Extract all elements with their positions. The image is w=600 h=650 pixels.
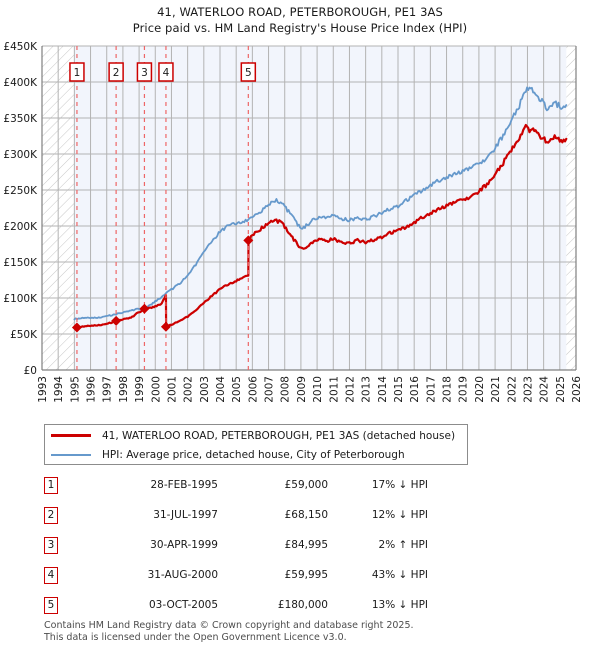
transaction-hpi-delta: 12% ↓ HPI: [371, 509, 428, 521]
svg-text:1996: 1996: [86, 376, 98, 403]
svg-text:2016: 2016: [409, 376, 421, 403]
svg-text:2025: 2025: [555, 376, 567, 403]
table-row: 2 31-JUL-1997 £68,150 12% ↓ HPI: [44, 500, 464, 530]
page-title: 41, WATERLOO ROAD, PETERBOROUGH, PE1 3AS…: [0, 4, 600, 36]
legend-label-hpi: HPI: Average price, detached house, City…: [102, 448, 405, 461]
transaction-price: £84,995: [284, 539, 328, 551]
svg-text:2002: 2002: [183, 376, 195, 403]
transaction-badge: 2: [44, 506, 58, 524]
transaction-badge: 5: [44, 596, 58, 614]
svg-text:2021: 2021: [490, 376, 502, 403]
transaction-price: £59,000: [284, 479, 328, 491]
svg-text:2009: 2009: [296, 376, 308, 403]
transaction-date: 03-OCT-2005: [149, 599, 218, 611]
transaction-hpi-delta: 17% ↓ HPI: [371, 479, 428, 491]
transactions-table: 1 28-FEB-1995 £59,000 17% ↓ HPI 2 31-JUL-1997…: [44, 470, 464, 620]
svg-text:2005: 2005: [231, 376, 243, 403]
transaction-price: £180,000: [277, 599, 328, 611]
svg-text:5: 5: [245, 67, 252, 79]
title-line-1: 41, WATERLOO ROAD, PETERBOROUGH, PE1 3AS: [157, 5, 443, 19]
svg-text:2026: 2026: [571, 376, 583, 403]
svg-text:2014: 2014: [377, 376, 389, 403]
svg-text:£200K: £200K: [3, 221, 38, 233]
svg-text:2022: 2022: [506, 376, 518, 403]
svg-text:£350K: £350K: [3, 113, 38, 125]
svg-text:1994: 1994: [53, 376, 65, 403]
svg-text:2006: 2006: [247, 376, 259, 403]
transaction-price: £68,150: [284, 509, 328, 521]
price-history-chart: 1 2 3 4 5 £0 £50K £100K £150K £200K £250K £300K £35…: [3, 41, 583, 403]
transaction-price: £59,995: [284, 569, 328, 581]
svg-text:£250K: £250K: [3, 185, 38, 197]
svg-text:2004: 2004: [215, 376, 227, 403]
svg-text:2003: 2003: [199, 376, 211, 403]
legend-entry-hpi: HPI: Average price, detached house, City…: [45, 445, 467, 464]
transaction-date: 30-APR-1999: [150, 539, 218, 551]
plot-background: [42, 46, 576, 370]
table-row: 4 31-AUG-2000 £59,995 43% ↓ HPI: [44, 560, 464, 590]
svg-text:2000: 2000: [150, 376, 162, 403]
svg-text:2020: 2020: [474, 376, 486, 403]
svg-text:2019: 2019: [458, 376, 470, 403]
svg-text:£0: £0: [24, 365, 37, 377]
svg-text:2013: 2013: [361, 376, 373, 403]
svg-text:2008: 2008: [280, 376, 292, 403]
transaction-badge: 4: [44, 566, 58, 584]
transaction-hpi-delta: 43% ↓ HPI: [371, 569, 428, 581]
table-row: 1 28-FEB-1995 £59,000 17% ↓ HPI: [44, 470, 464, 500]
transaction-date: 28-FEB-1995: [150, 479, 218, 491]
svg-text:£150K: £150K: [3, 257, 38, 269]
svg-text:2023: 2023: [522, 376, 534, 403]
svg-text:2024: 2024: [539, 376, 551, 403]
footer-line-1: Contains HM Land Registry data © Crown c…: [44, 620, 414, 631]
transaction-date: 31-AUG-2000: [147, 569, 218, 581]
svg-text:2018: 2018: [442, 376, 454, 403]
svg-text:2011: 2011: [328, 376, 340, 403]
svg-text:2001: 2001: [166, 376, 178, 403]
svg-text:1995: 1995: [69, 376, 81, 403]
svg-text:£400K: £400K: [3, 77, 38, 89]
transaction-hpi-delta: 13% ↓ HPI: [371, 599, 428, 611]
table-row: 3 30-APR-1999 £84,995 2% ↑ HPI: [44, 530, 464, 560]
legend-entry-price-paid: 41, WATERLOO ROAD, PETERBOROUGH, PE1 3AS…: [45, 426, 467, 445]
svg-text:2007: 2007: [264, 376, 276, 403]
transaction-badge: 1: [44, 476, 58, 494]
transaction-date: 31-JUL-1997: [153, 509, 218, 521]
svg-text:3: 3: [141, 67, 148, 79]
footer-attribution: Contains HM Land Registry data © Crown c…: [44, 620, 584, 643]
svg-text:2012: 2012: [344, 376, 356, 403]
svg-text:1999: 1999: [134, 376, 146, 403]
svg-text:1998: 1998: [118, 376, 130, 403]
table-row: 5 03-OCT-2005 £180,000 13% ↓ HPI: [44, 590, 464, 620]
svg-text:£50K: £50K: [10, 329, 38, 341]
axis-labels: £0 £50K £100K £150K £200K £250K £300K £350K £400…: [3, 41, 583, 403]
svg-text:2017: 2017: [425, 376, 437, 403]
svg-text:£450K: £450K: [3, 41, 38, 53]
legend-swatch-hpi: [51, 453, 91, 456]
footer-line-2: This data is licensed under the Open Gov…: [44, 631, 347, 643]
transaction-markers: 1 2 3 4 5: [69, 46, 257, 370]
svg-text:4: 4: [163, 67, 170, 79]
svg-text:£100K: £100K: [3, 293, 38, 305]
legend-swatch-price-paid: [51, 434, 91, 437]
transaction-badge: 3: [44, 536, 58, 554]
svg-text:£300K: £300K: [3, 149, 38, 161]
legend-label-price-paid: 41, WATERLOO ROAD, PETERBOROUGH, PE1 3AS…: [102, 429, 456, 442]
transaction-hpi-delta: 2% ↑ HPI: [378, 539, 428, 551]
svg-text:2010: 2010: [312, 376, 324, 403]
chart-legend: 41, WATERLOO ROAD, PETERBOROUGH, PE1 3AS…: [44, 424, 468, 465]
series-lines: [73, 86, 568, 330]
grid-lines: [41, 45, 577, 371]
title-line-2: Price paid vs. HM Land Registry's House …: [132, 21, 468, 35]
svg-text:2: 2: [113, 67, 120, 79]
svg-text:1993: 1993: [37, 376, 49, 403]
svg-text:1997: 1997: [102, 376, 114, 403]
svg-text:2015: 2015: [393, 376, 405, 403]
svg-text:1: 1: [74, 67, 81, 79]
